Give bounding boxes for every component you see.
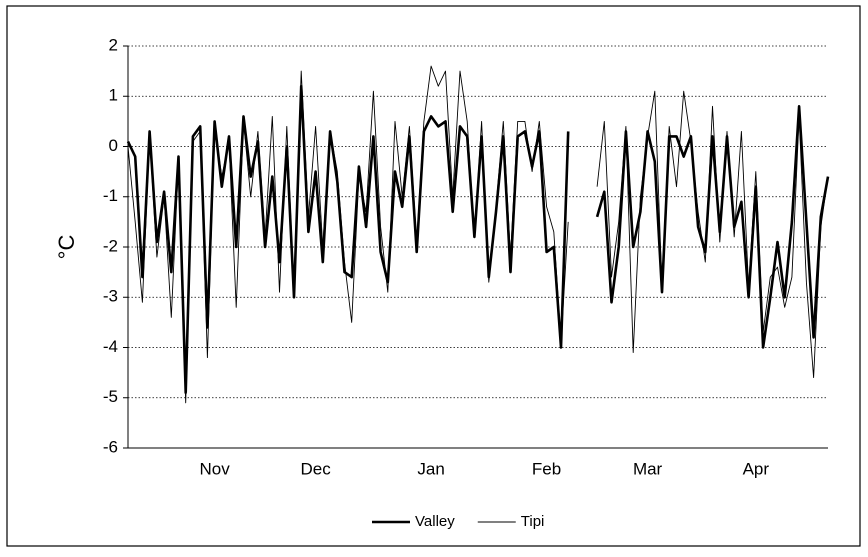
y-tick-label: -5 [103,387,118,406]
chart-border [6,5,861,547]
x-tick-label: Jan [417,459,444,478]
y-tick-label: 2 [109,35,118,54]
line-series [127,65,829,404]
y-tick-label: -4 [103,337,118,356]
x-tick-label: Dec [301,459,332,478]
x-tick-label: Mar [633,459,663,478]
x-tick-label: Feb [532,459,561,478]
y-tick-label: -1 [103,186,118,205]
y-tick-label: 1 [109,86,118,105]
y-tick-label: -2 [103,236,118,255]
y-tick-label: 0 [109,136,118,155]
legend-label: Tipi [521,513,545,530]
y-tick-label: -3 [103,287,118,306]
x-tick-label: Apr [743,459,770,478]
x-tick-label: Nov [199,459,230,478]
legend-label: Valley [415,513,455,530]
y-tick-label: -6 [103,437,118,456]
y-axis-label: °C [54,235,79,260]
